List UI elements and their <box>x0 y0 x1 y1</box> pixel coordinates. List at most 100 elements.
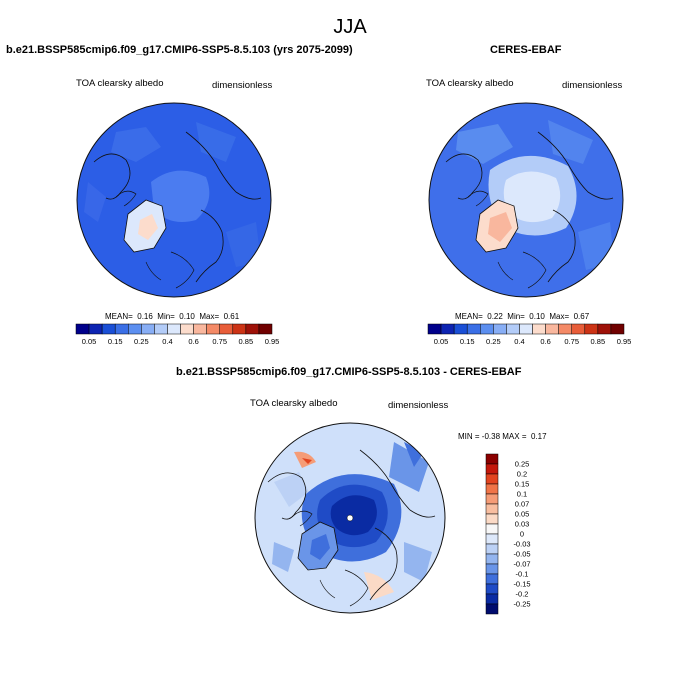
difference-patch <box>302 458 312 464</box>
panel-2-variable-label: TOA clearsky albedo <box>426 78 514 89</box>
colorbar-swatch <box>128 323 142 335</box>
colorbar-tick-label: 0.95 <box>617 337 632 346</box>
coastline <box>319 579 336 599</box>
colorbar-swatch <box>545 323 559 335</box>
panel-1-colorbar: 0.05 0.15 0.25 0.4 0.6 0.75 0.85 0.95 <box>75 323 279 346</box>
albedo-patch <box>84 182 106 222</box>
colorbar-swatch <box>485 593 499 605</box>
coastline <box>445 153 483 200</box>
colorbar-swatch <box>193 323 207 335</box>
colorbar-tick-label: 0 <box>520 530 524 539</box>
colorbar-tick-label: 0.95 <box>265 337 280 346</box>
central-arctic-core <box>330 495 377 536</box>
colorbar-swatch <box>485 463 499 475</box>
panel-3-variable-label: TOA clearsky albedo <box>250 398 338 409</box>
colorbar-swatch <box>493 323 507 335</box>
colorbar-swatch <box>480 323 494 335</box>
colorbar-swatch <box>485 543 499 555</box>
map-boundary <box>76 102 272 298</box>
coastline <box>185 131 262 200</box>
colorbar-tick-label: 0.05 <box>434 337 449 346</box>
coastline <box>369 527 398 601</box>
difference-patch <box>404 442 424 467</box>
colorbar-swatch <box>485 483 499 495</box>
colorbar-tick-label: -0.25 <box>513 600 530 609</box>
coastline <box>170 251 195 289</box>
colorbar-tick-label: -0.07 <box>513 560 530 569</box>
colorbar-swatch <box>154 323 168 335</box>
figure-title: JJA <box>333 16 367 38</box>
colorbar-tick-label: -0.05 <box>513 550 530 559</box>
colorbar-tick-label: -0.15 <box>513 580 530 589</box>
colorbar-tick-label: 0.15 <box>460 337 475 346</box>
panel-1-polar-map <box>76 102 272 298</box>
coastline <box>522 251 547 289</box>
colorbar-swatch <box>466 323 481 335</box>
albedo-patch <box>456 124 513 164</box>
colorbar-tick-label: 0.25 <box>486 337 501 346</box>
panel-1-title: b.e21.BSSP585cmip6.f09_g17.CMIP6-SSP5-8.… <box>6 44 353 56</box>
colorbar-swatch <box>440 323 455 335</box>
colorbar-swatch <box>75 323 90 335</box>
coastline <box>267 472 307 520</box>
colorbar-swatch <box>114 323 129 335</box>
coastline <box>195 209 224 283</box>
colorbar-swatch <box>485 493 499 505</box>
colorbar-tick-label: -0.2 <box>516 590 529 599</box>
coastline <box>467 190 489 207</box>
panel-2-units-label: dimensionless <box>562 80 623 91</box>
coastline <box>344 569 369 607</box>
panel-3-units-label: dimensionless <box>388 400 449 411</box>
colorbar-swatch <box>532 323 546 335</box>
map-boundary <box>428 102 624 298</box>
colorbar-tick-label: 0.6 <box>188 337 198 346</box>
colorbar-tick-label: 0.75 <box>212 337 227 346</box>
colorbar-swatch <box>558 323 572 335</box>
albedo-patch <box>226 222 261 267</box>
colorbar-tick-label: 0.75 <box>564 337 579 346</box>
colorbar-swatch <box>206 323 220 335</box>
colorbar-swatch <box>427 323 442 335</box>
panel-3-stats: MIN = -0.38 MAX = 0.17 <box>458 432 547 441</box>
colorbar-tick-label: 0.15 <box>515 480 530 489</box>
colorbar-tick-label: 0.07 <box>515 500 530 509</box>
colorbar-swatch <box>258 323 273 335</box>
colorbar-swatch <box>485 473 499 485</box>
albedo-patch <box>111 127 161 162</box>
central-arctic-core <box>503 171 561 223</box>
colorbar-swatch <box>597 323 612 335</box>
colorbar-swatch <box>141 323 155 335</box>
colorbar-swatch <box>519 323 533 335</box>
panel-2-polar-map <box>428 102 624 298</box>
difference-patch <box>404 542 432 582</box>
colorbar-swatch <box>485 453 499 465</box>
colorbar-tick-label: 0.1 <box>517 490 527 499</box>
colorbar-tick-label: 0.4 <box>514 337 524 346</box>
colorbar-swatch <box>485 553 499 565</box>
panel-3-title: b.e21.BSSP585cmip6.f09_g17.CMIP6-SSP5-8.… <box>176 366 522 378</box>
colorbar-tick-label: 0.25 <box>515 460 530 469</box>
colorbar-swatch <box>485 533 499 545</box>
coastline <box>93 153 131 200</box>
albedo-patch <box>196 122 236 162</box>
colorbar-swatch <box>180 323 194 335</box>
colorbar-tick-label: 0.25 <box>134 337 149 346</box>
colorbar-swatch <box>167 323 181 335</box>
colorbar-swatch <box>571 323 586 335</box>
central-arctic-field <box>151 170 210 223</box>
colorbar-swatch <box>232 323 247 335</box>
colorbar-swatch <box>485 563 499 575</box>
colorbar-swatch <box>485 523 499 535</box>
panel-2-stats: MEAN= 0.22 Min= 0.10 Max= 0.67 <box>455 312 590 321</box>
colorbar-swatch <box>485 503 499 515</box>
pole-marker <box>346 514 354 522</box>
difference-patch <box>364 572 394 600</box>
colorbar-tick-label: 0.4 <box>162 337 172 346</box>
colorbar-tick-label: 0.03 <box>515 520 530 529</box>
colorbar-swatch <box>485 513 499 525</box>
panel-2-colorbar: 0.05 0.15 0.25 0.4 0.6 0.75 0.85 0.95 <box>427 323 631 346</box>
colorbar-tick-label: 0.6 <box>540 337 550 346</box>
colorbar-tick-label: 0.2 <box>517 470 527 479</box>
colorbar-swatch <box>219 323 234 335</box>
colorbar-swatch <box>485 573 499 585</box>
